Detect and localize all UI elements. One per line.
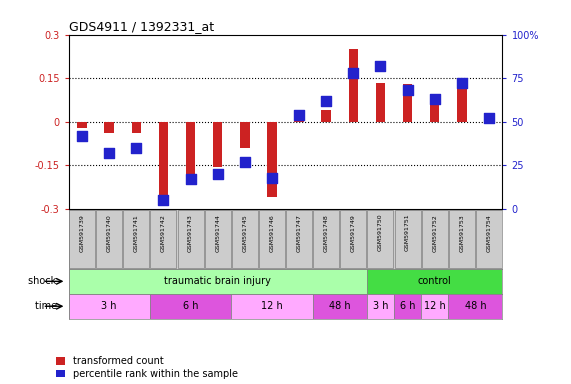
Bar — [376, 83, 385, 122]
Bar — [204, 210, 231, 268]
Point — [484, 115, 493, 121]
Bar — [104, 122, 114, 133]
Bar — [150, 210, 176, 268]
Bar — [259, 210, 285, 268]
Point — [457, 80, 467, 86]
Text: GSM591739: GSM591739 — [79, 214, 85, 252]
Bar — [340, 210, 367, 268]
Bar — [186, 122, 195, 183]
Text: GSM591741: GSM591741 — [134, 214, 139, 252]
Bar — [159, 122, 168, 203]
Bar — [150, 294, 231, 319]
Bar — [294, 116, 304, 122]
Point — [295, 112, 304, 118]
Bar — [313, 210, 339, 268]
Text: 6 h: 6 h — [183, 301, 198, 311]
Bar — [131, 122, 141, 133]
Bar — [240, 122, 250, 148]
Bar — [77, 122, 87, 127]
Bar — [348, 49, 358, 122]
Text: GSM591744: GSM591744 — [215, 214, 220, 252]
Legend: transformed count, percentile rank within the sample: transformed count, percentile rank withi… — [57, 356, 238, 379]
Text: 6 h: 6 h — [400, 301, 415, 311]
Bar — [476, 210, 502, 268]
Bar — [178, 210, 204, 268]
Text: 12 h: 12 h — [424, 301, 445, 311]
Text: 3 h: 3 h — [373, 301, 388, 311]
Bar — [403, 84, 412, 122]
Point — [159, 197, 168, 204]
Text: GSM591752: GSM591752 — [432, 214, 437, 252]
Point — [376, 63, 385, 69]
Text: GDS4911 / 1392331_at: GDS4911 / 1392331_at — [69, 20, 214, 33]
Bar — [367, 210, 393, 268]
Text: control: control — [418, 276, 452, 286]
Bar — [69, 269, 367, 294]
Text: GSM591740: GSM591740 — [107, 214, 112, 252]
Bar — [367, 294, 394, 319]
Text: time: time — [35, 301, 60, 311]
Text: GSM591750: GSM591750 — [378, 214, 383, 252]
Point — [104, 150, 114, 156]
Bar — [123, 210, 150, 268]
Point — [403, 87, 412, 93]
Text: 48 h: 48 h — [465, 301, 486, 311]
Point — [267, 175, 276, 181]
Bar — [421, 210, 448, 268]
Point — [78, 133, 87, 139]
Point — [430, 96, 439, 102]
Bar — [421, 294, 448, 319]
Bar — [449, 210, 475, 268]
Text: GSM591748: GSM591748 — [324, 214, 329, 252]
Bar — [367, 269, 502, 294]
Point — [240, 159, 250, 165]
Bar — [286, 210, 312, 268]
Bar — [457, 87, 467, 122]
Text: 48 h: 48 h — [329, 301, 351, 311]
Point — [186, 176, 195, 182]
Text: GSM591751: GSM591751 — [405, 214, 410, 252]
Text: GSM591742: GSM591742 — [161, 214, 166, 252]
Text: 12 h: 12 h — [261, 301, 283, 311]
Text: traumatic brain injury: traumatic brain injury — [164, 276, 271, 286]
Bar — [313, 294, 367, 319]
Bar — [484, 119, 494, 122]
Bar — [232, 210, 258, 268]
Text: GSM591747: GSM591747 — [296, 214, 301, 252]
Bar — [231, 294, 313, 319]
Point — [213, 171, 222, 177]
Text: GSM591749: GSM591749 — [351, 214, 356, 252]
Bar — [321, 110, 331, 122]
Text: GSM591743: GSM591743 — [188, 214, 193, 252]
Bar — [69, 210, 95, 268]
Bar — [213, 122, 223, 167]
Text: GSM591753: GSM591753 — [459, 214, 464, 252]
Bar — [394, 294, 421, 319]
Text: 3 h: 3 h — [102, 301, 117, 311]
Bar — [69, 294, 150, 319]
Point — [321, 98, 331, 104]
Bar — [430, 96, 440, 122]
Bar — [96, 210, 122, 268]
Bar — [395, 210, 421, 268]
Text: GSM591746: GSM591746 — [270, 214, 275, 252]
Bar — [267, 122, 277, 197]
Point — [349, 70, 358, 76]
Text: GSM591745: GSM591745 — [242, 214, 247, 252]
Text: shock: shock — [29, 276, 60, 286]
Text: GSM591754: GSM591754 — [486, 214, 492, 252]
Point — [132, 145, 141, 151]
Bar — [448, 294, 502, 319]
